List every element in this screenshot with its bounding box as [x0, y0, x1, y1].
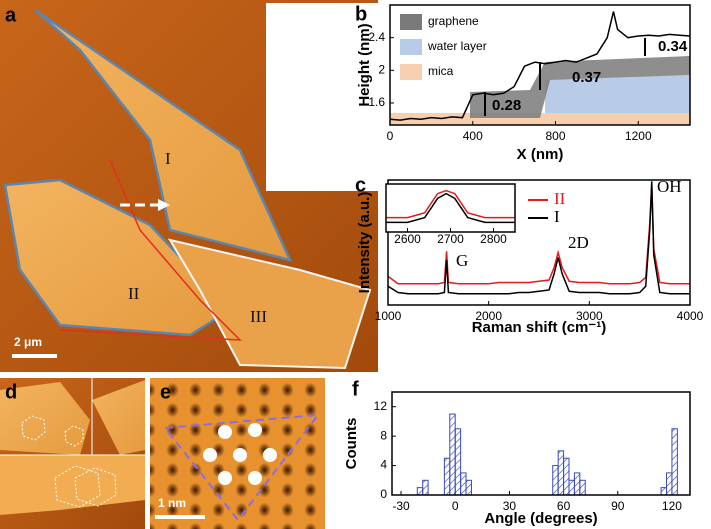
legend-label: water layer: [427, 39, 487, 53]
histogram-bar: [422, 479, 429, 496]
y-axis-label: Intensity (a.u.): [356, 192, 373, 294]
afm-image-d: d: [0, 378, 145, 529]
y-tick-label: 8: [380, 428, 387, 442]
x-tick-label: 1200: [625, 129, 652, 143]
y-tick-label: 12: [374, 399, 388, 413]
histogram-bar: [557, 450, 565, 496]
histogram-bar: [449, 413, 456, 496]
stm-image-e: 1 nm e: [150, 378, 325, 529]
legend-label: graphene: [428, 14, 479, 28]
y-tick-label: 1.6: [368, 95, 385, 109]
histogram-bar: [666, 472, 673, 496]
histogram-bar: [573, 472, 581, 496]
y-tick-label: 0: [380, 487, 387, 501]
annotation: 0.37: [572, 69, 601, 86]
histogram-bar: [579, 479, 586, 496]
y-axis-label: Counts: [343, 418, 360, 470]
plot-frame: [387, 179, 691, 306]
histogram-bar: [465, 479, 472, 496]
x-tick-label: -30: [392, 499, 410, 513]
afm-image-a: a I II III 2 μm: [0, 0, 378, 372]
spectrum-line: [386, 192, 515, 224]
region-label: I: [165, 149, 171, 168]
histogram-bar: [660, 487, 668, 496]
x-axis-label: Raman shift (cm⁻¹): [472, 319, 607, 336]
x-tick-label: 2700: [437, 232, 464, 246]
x-axis-label: X (nm): [517, 146, 564, 163]
inset-background: [386, 184, 515, 232]
x-tick-label: 2800: [480, 232, 507, 246]
x-tick-label: 30: [503, 499, 517, 513]
legend-swatch: [400, 64, 422, 80]
annotation: 2D: [568, 233, 589, 252]
layer-illustration: [390, 38, 690, 125]
legend-label: II: [554, 189, 566, 208]
panel-label: f: [352, 378, 359, 400]
legend-swatch: [400, 39, 422, 55]
legend-label: I: [554, 207, 560, 226]
legend-swatch: [400, 14, 422, 30]
annotation: G: [456, 251, 468, 270]
histogram-bar: [568, 479, 575, 496]
histogram-bar: [563, 457, 570, 496]
histogram-bar: [671, 428, 678, 496]
y-tick-label: 2.4: [368, 30, 385, 44]
x-tick-label: 800: [546, 129, 566, 143]
histogram-bar: [454, 428, 462, 496]
panel-label: a: [5, 4, 17, 26]
y-tick-label: 4: [380, 458, 387, 472]
annotation: 0.28: [492, 97, 521, 114]
annotation: 0.34: [658, 38, 688, 55]
x-tick-label: 3000: [576, 309, 603, 323]
x-tick-label: 400: [463, 129, 483, 143]
histogram-bar: [416, 487, 424, 496]
panel-label: e: [160, 381, 171, 403]
x-tick-label: 0: [452, 499, 459, 513]
x-axis-label: Angle (degrees): [484, 510, 597, 527]
x-tick-label: 2000: [475, 309, 502, 323]
scale-label: 1 nm: [158, 496, 186, 510]
scale-label: 2 μm: [14, 335, 42, 349]
plot-frame: [391, 391, 691, 496]
x-tick-label: 0: [387, 129, 394, 143]
y-axis-label: Height (nm): [356, 23, 373, 106]
x-tick-label: 2600: [394, 232, 421, 246]
panel-label: d: [5, 381, 17, 403]
spectrum-line: [386, 189, 515, 219]
histogram-bar: [443, 457, 451, 496]
spectrum-line: [387, 181, 690, 295]
x-tick-label: 90: [611, 499, 625, 513]
region-label: III: [250, 307, 267, 326]
x-tick-label: 1000: [375, 309, 402, 323]
panel-label: b: [355, 3, 367, 25]
x-tick-label: 60: [557, 499, 571, 513]
plot-frame: [389, 4, 691, 126]
region-label: II: [128, 284, 140, 303]
x-tick-label: 120: [662, 499, 682, 513]
histogram-bar: [460, 472, 467, 496]
annotation: OH: [657, 177, 682, 196]
legend-label: mica: [428, 64, 454, 78]
profile-line: [389, 11, 691, 121]
plot-frame: [385, 183, 516, 233]
x-tick-label: 4000: [677, 309, 704, 323]
y-tick-label: 2: [378, 62, 385, 76]
histogram-bar: [552, 465, 559, 496]
panel-label: c: [355, 174, 366, 196]
